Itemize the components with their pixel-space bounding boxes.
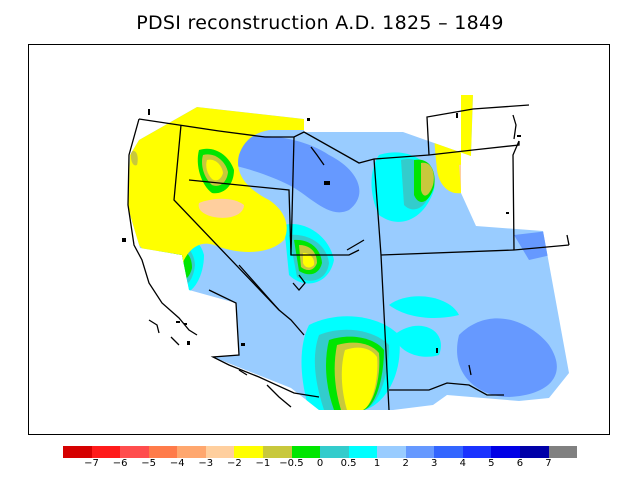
colorbar-tick-label: 0.5 bbox=[340, 458, 357, 469]
colorbar-tick-label: 3 bbox=[431, 458, 438, 469]
colorbar-tick-label: 7 bbox=[545, 458, 552, 469]
map-panel bbox=[28, 44, 610, 435]
colorbar-swatch bbox=[262, 446, 292, 458]
colorbar-swatch bbox=[548, 446, 578, 458]
colorbar-tick-label: 1 bbox=[373, 458, 381, 469]
colorbar-tick-label: −5 bbox=[141, 458, 157, 469]
colorbar-tick-label: −6 bbox=[112, 458, 128, 469]
colorbar-swatch bbox=[205, 446, 235, 458]
colorbar-swatch bbox=[348, 446, 378, 458]
colorbar-tick-label: 0 bbox=[316, 458, 324, 469]
colorbar-swatch bbox=[63, 446, 92, 458]
colorbar-labels: −7 −6 −5 −4 −3 −2 −1 −0.5 0 0.5 1 2 3 4 5 6 7 bbox=[63, 458, 577, 474]
map-title: PDSI reconstruction A.D. 1825 – 1849 bbox=[136, 12, 504, 34]
colorbar-tick-label: −1 bbox=[255, 458, 271, 469]
colorbar-swatch bbox=[291, 446, 321, 458]
colorbar-swatch bbox=[120, 446, 149, 458]
colorbar-tick-label: −2 bbox=[226, 458, 242, 469]
colorbar-swatch bbox=[462, 446, 492, 458]
colorbar-tick-label: 5 bbox=[488, 458, 495, 469]
colorbar-swatch bbox=[91, 446, 121, 458]
colorbar-swatch bbox=[520, 446, 549, 458]
colorbar-swatch bbox=[491, 446, 520, 458]
colorbar-swatch bbox=[434, 446, 463, 458]
colorbar-swatch bbox=[405, 446, 435, 458]
colorbar-swatch bbox=[234, 446, 263, 458]
colorbar-tick-label: −7 bbox=[84, 458, 99, 469]
colorbar-tick-label: −3 bbox=[198, 458, 214, 469]
colorbar-swatch bbox=[148, 446, 178, 458]
colorbar-tick-label: 4 bbox=[459, 458, 466, 469]
colorbar-swatch bbox=[177, 446, 206, 458]
colorbar-tick-label: −4 bbox=[169, 458, 185, 469]
pdsi-map bbox=[122, 95, 570, 411]
colorbar-swatch bbox=[377, 446, 406, 458]
colorbar bbox=[63, 446, 578, 458]
colorbar-tick-label: −0.5 bbox=[279, 458, 304, 469]
island-marks bbox=[122, 109, 521, 353]
colorbar-swatch bbox=[320, 446, 349, 458]
colorbar-tick-label: 2 bbox=[402, 458, 409, 469]
state-boundaries bbox=[127, 104, 570, 411]
colorbar-tick-label: 6 bbox=[516, 458, 524, 469]
